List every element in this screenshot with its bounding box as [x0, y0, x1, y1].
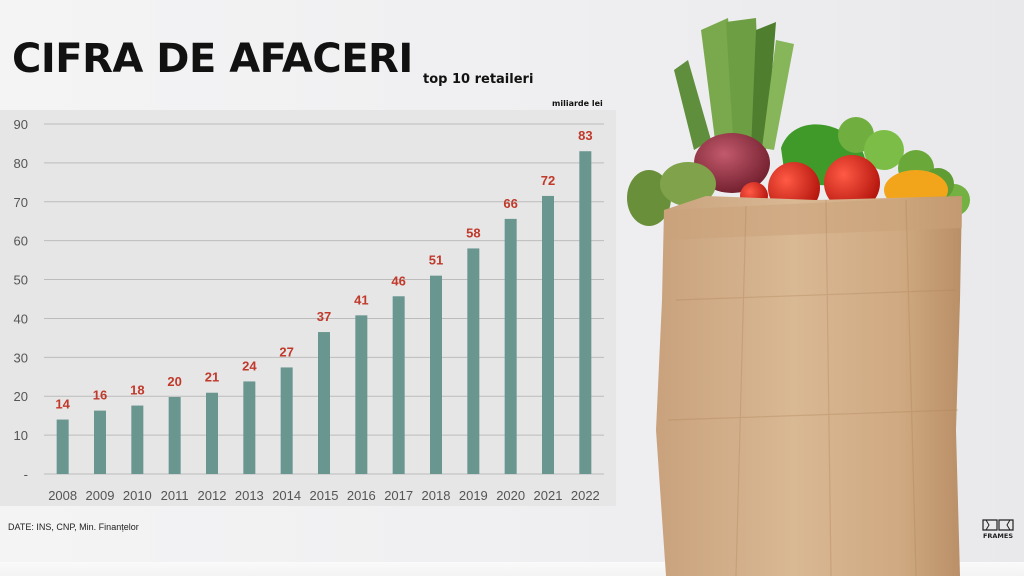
bar [206, 392, 218, 474]
x-tick-label: 2010 [123, 488, 152, 503]
x-tick-label: 2013 [235, 488, 264, 503]
chart-panel: -10 20 30 40 50 60 70 80 90 14 16 18 20 21 24 27 37 41 46… [0, 110, 616, 506]
y-axis-ticks: - 10 20 30 40 50 60 70 80 90 [14, 117, 28, 482]
y-tick-label: 40 [14, 311, 28, 326]
x-tick-label: 2022 [571, 488, 600, 503]
y-tick-label: 60 [14, 234, 28, 249]
y-tick-label: 50 [14, 273, 28, 288]
bar [392, 296, 405, 474]
x-tick-label: 2016 [347, 488, 376, 503]
y-tick-label: 30 [14, 350, 28, 365]
y-tick-label: 20 [14, 389, 28, 404]
bag-crease [667, 199, 959, 576]
logo-text: FRAMES [982, 532, 1014, 540]
leek [674, 18, 794, 152]
bar [355, 315, 368, 474]
x-tick-label: 2017 [384, 488, 413, 503]
data-label: 16 [93, 388, 107, 403]
page-title: CIFRA DE AFACERI [12, 36, 413, 82]
x-tick-label: 2008 [48, 488, 77, 503]
y-tick-label: 70 [14, 195, 28, 210]
data-label: 83 [578, 128, 592, 143]
y-tick-label: 10 [14, 428, 28, 443]
x-tick-label: 2011 [161, 488, 189, 503]
data-label: 21 [205, 370, 219, 385]
data-label: 58 [466, 225, 480, 240]
source-note: DATE: INS, CNP, Min. Finanțelor [8, 522, 139, 532]
x-tick-label: 2012 [198, 488, 227, 503]
bars [56, 151, 592, 474]
data-label: 46 [391, 273, 405, 288]
x-tick-label: 2019 [459, 488, 488, 503]
frames-logo-icon [982, 519, 1014, 531]
paper-bag [656, 196, 962, 576]
data-label: 27 [279, 344, 293, 359]
page-subtitle: top 10 retaileri [423, 72, 534, 87]
data-label: 51 [429, 253, 443, 268]
bar [318, 332, 330, 474]
bar [542, 195, 554, 474]
y-tick-label: 80 [14, 156, 28, 171]
plot-background [0, 110, 616, 506]
bar [430, 275, 442, 474]
bar [94, 410, 106, 474]
x-tick-label: 2021 [534, 488, 563, 503]
bar [131, 405, 144, 474]
data-label: 18 [130, 383, 144, 398]
bag-fold [664, 196, 962, 240]
data-label: 66 [503, 196, 517, 211]
data-label: 41 [354, 292, 368, 307]
data-label: 72 [541, 173, 555, 188]
tomato [824, 155, 880, 211]
bar [243, 381, 256, 474]
data-label: 20 [167, 374, 181, 389]
bar [467, 248, 480, 474]
grocery-bag-photo [627, 18, 970, 576]
x-tick-label: 2009 [86, 488, 115, 503]
x-axis-ticks: 2008 2009 2010 2011 2012 2013 2014 2015 2016 2017… [48, 488, 600, 503]
x-tick-label: 2020 [496, 488, 525, 503]
data-label: 14 [55, 397, 70, 412]
cucumber [660, 162, 716, 206]
x-tick-label: 2014 [272, 488, 301, 503]
y-tick-label: 90 [14, 117, 28, 132]
bar [280, 367, 293, 474]
data-label: 24 [242, 358, 257, 373]
data-label: 37 [317, 309, 331, 324]
bar [56, 419, 69, 474]
data-labels: 14 16 18 20 21 24 27 37 41 46 51 58 66 72 83 [55, 128, 592, 411]
x-tick-label: 2015 [310, 488, 339, 503]
bar [579, 151, 592, 474]
frames-logo: FRAMES [978, 517, 1018, 541]
x-tick-label: 2018 [422, 488, 451, 503]
bar [168, 397, 181, 474]
bar [504, 218, 517, 474]
y-tick-label: - [24, 467, 28, 482]
unit-label: miliarde lei [552, 99, 603, 108]
